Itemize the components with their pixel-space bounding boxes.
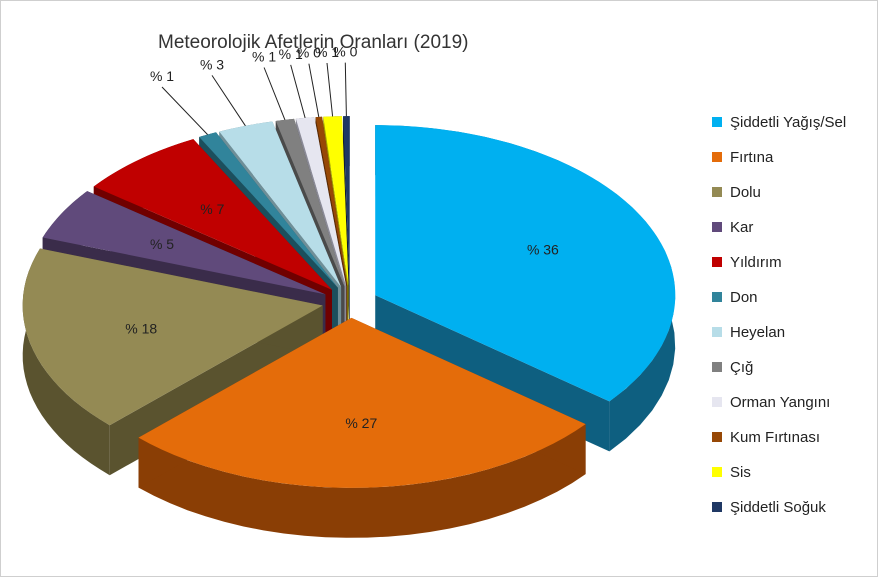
legend-label: Fırtına	[730, 148, 774, 166]
pie-slice-side	[138, 424, 586, 538]
legend-label: Kum Fırtınası	[730, 428, 821, 446]
legend-item-2: Dolu	[712, 182, 761, 202]
legend-swatch	[712, 187, 722, 197]
legend-swatch	[712, 222, 722, 232]
pie-slice-top	[93, 139, 332, 290]
legend-swatch	[712, 397, 722, 407]
legend-label: Don	[730, 288, 758, 306]
pie-slice-side	[22, 248, 110, 476]
leader-line-10	[326, 62, 334, 117]
leader-line-5	[161, 86, 208, 135]
data-label-0: % 36	[527, 242, 559, 258]
legend-label: Heyelan	[730, 323, 786, 341]
legend-swatch	[712, 292, 722, 302]
leader-line-8	[290, 64, 306, 119]
legend-item-7: Çığ	[712, 357, 753, 377]
leader-line-9	[308, 63, 320, 118]
data-label-3: % 5	[150, 236, 174, 252]
data-label-4: % 7	[200, 201, 224, 217]
legend-item-6: Heyelan	[712, 322, 785, 342]
legend-item-5: Don	[712, 287, 758, 307]
legend-swatch	[712, 117, 722, 127]
data-label-5: % 1	[150, 68, 174, 84]
leader-line-6	[211, 75, 246, 127]
legend-item-8: Orman Yangını	[712, 392, 830, 412]
legend-item-3: Kar	[712, 217, 753, 237]
pie-chart: % 36% 27% 18% 5% 7% 1% 3% 1% 1% 0% 1% 0	[22, 44, 676, 538]
data-label-2: % 18	[125, 321, 157, 337]
legend-label: Yıldırım	[730, 253, 782, 271]
legend-swatch	[712, 467, 722, 477]
pie-slice-top	[295, 117, 347, 287]
pie-slice-top	[199, 132, 338, 288]
chart-title: Meteorolojik Afetlerin Oranları (2019)	[158, 32, 469, 53]
data-label-7: % 1	[252, 49, 276, 65]
data-label-8: % 1	[279, 46, 303, 62]
pie-slice-top	[219, 121, 342, 287]
legend-swatch	[712, 502, 722, 512]
data-label-6: % 3	[200, 56, 224, 72]
legend-item-9: Kum Fırtınası	[712, 427, 820, 447]
data-label-11: % 0	[333, 44, 357, 60]
pie-slice-top	[323, 116, 349, 287]
legend-item-11: Şiddetli Soğuk	[712, 497, 826, 517]
legend-label: Orman Yangını	[730, 393, 831, 411]
data-label-10: % 1	[315, 44, 339, 60]
leader-line-11	[344, 62, 347, 117]
legend-label: Şiddetli Yağış/Sel	[730, 113, 847, 131]
pie-slice-top	[375, 125, 676, 402]
legend-item-1: Fırtına	[712, 147, 773, 167]
legend-item-10: Sis	[712, 462, 751, 482]
pie-slice-top	[138, 317, 586, 488]
legend-swatch	[712, 257, 722, 267]
legend-swatch	[712, 432, 722, 442]
pie-slice-1	[138, 317, 586, 538]
legend-swatch	[712, 327, 722, 337]
legend-label: Kar	[730, 218, 754, 236]
legend-swatch	[712, 362, 722, 372]
data-label-9: % 0	[297, 45, 321, 61]
leader-line-7	[263, 67, 286, 120]
legend-label: Sis	[730, 463, 751, 481]
data-label-1: % 27	[345, 415, 377, 431]
pie-slice-top	[275, 118, 345, 287]
legend-label: Çığ	[730, 358, 754, 376]
pie-slice-top	[42, 191, 326, 295]
pie-slice-top	[22, 248, 323, 426]
legend-label: Şiddetli Soğuk	[730, 498, 826, 516]
legend-item-0: Şiddetli Yağış/Sel	[712, 112, 846, 132]
pie-slice-top	[315, 116, 348, 287]
legend-swatch	[712, 152, 722, 162]
pie-slice-top	[343, 116, 350, 287]
legend-label: Dolu	[730, 183, 761, 201]
legend-item-4: Yıldırım	[712, 252, 782, 272]
